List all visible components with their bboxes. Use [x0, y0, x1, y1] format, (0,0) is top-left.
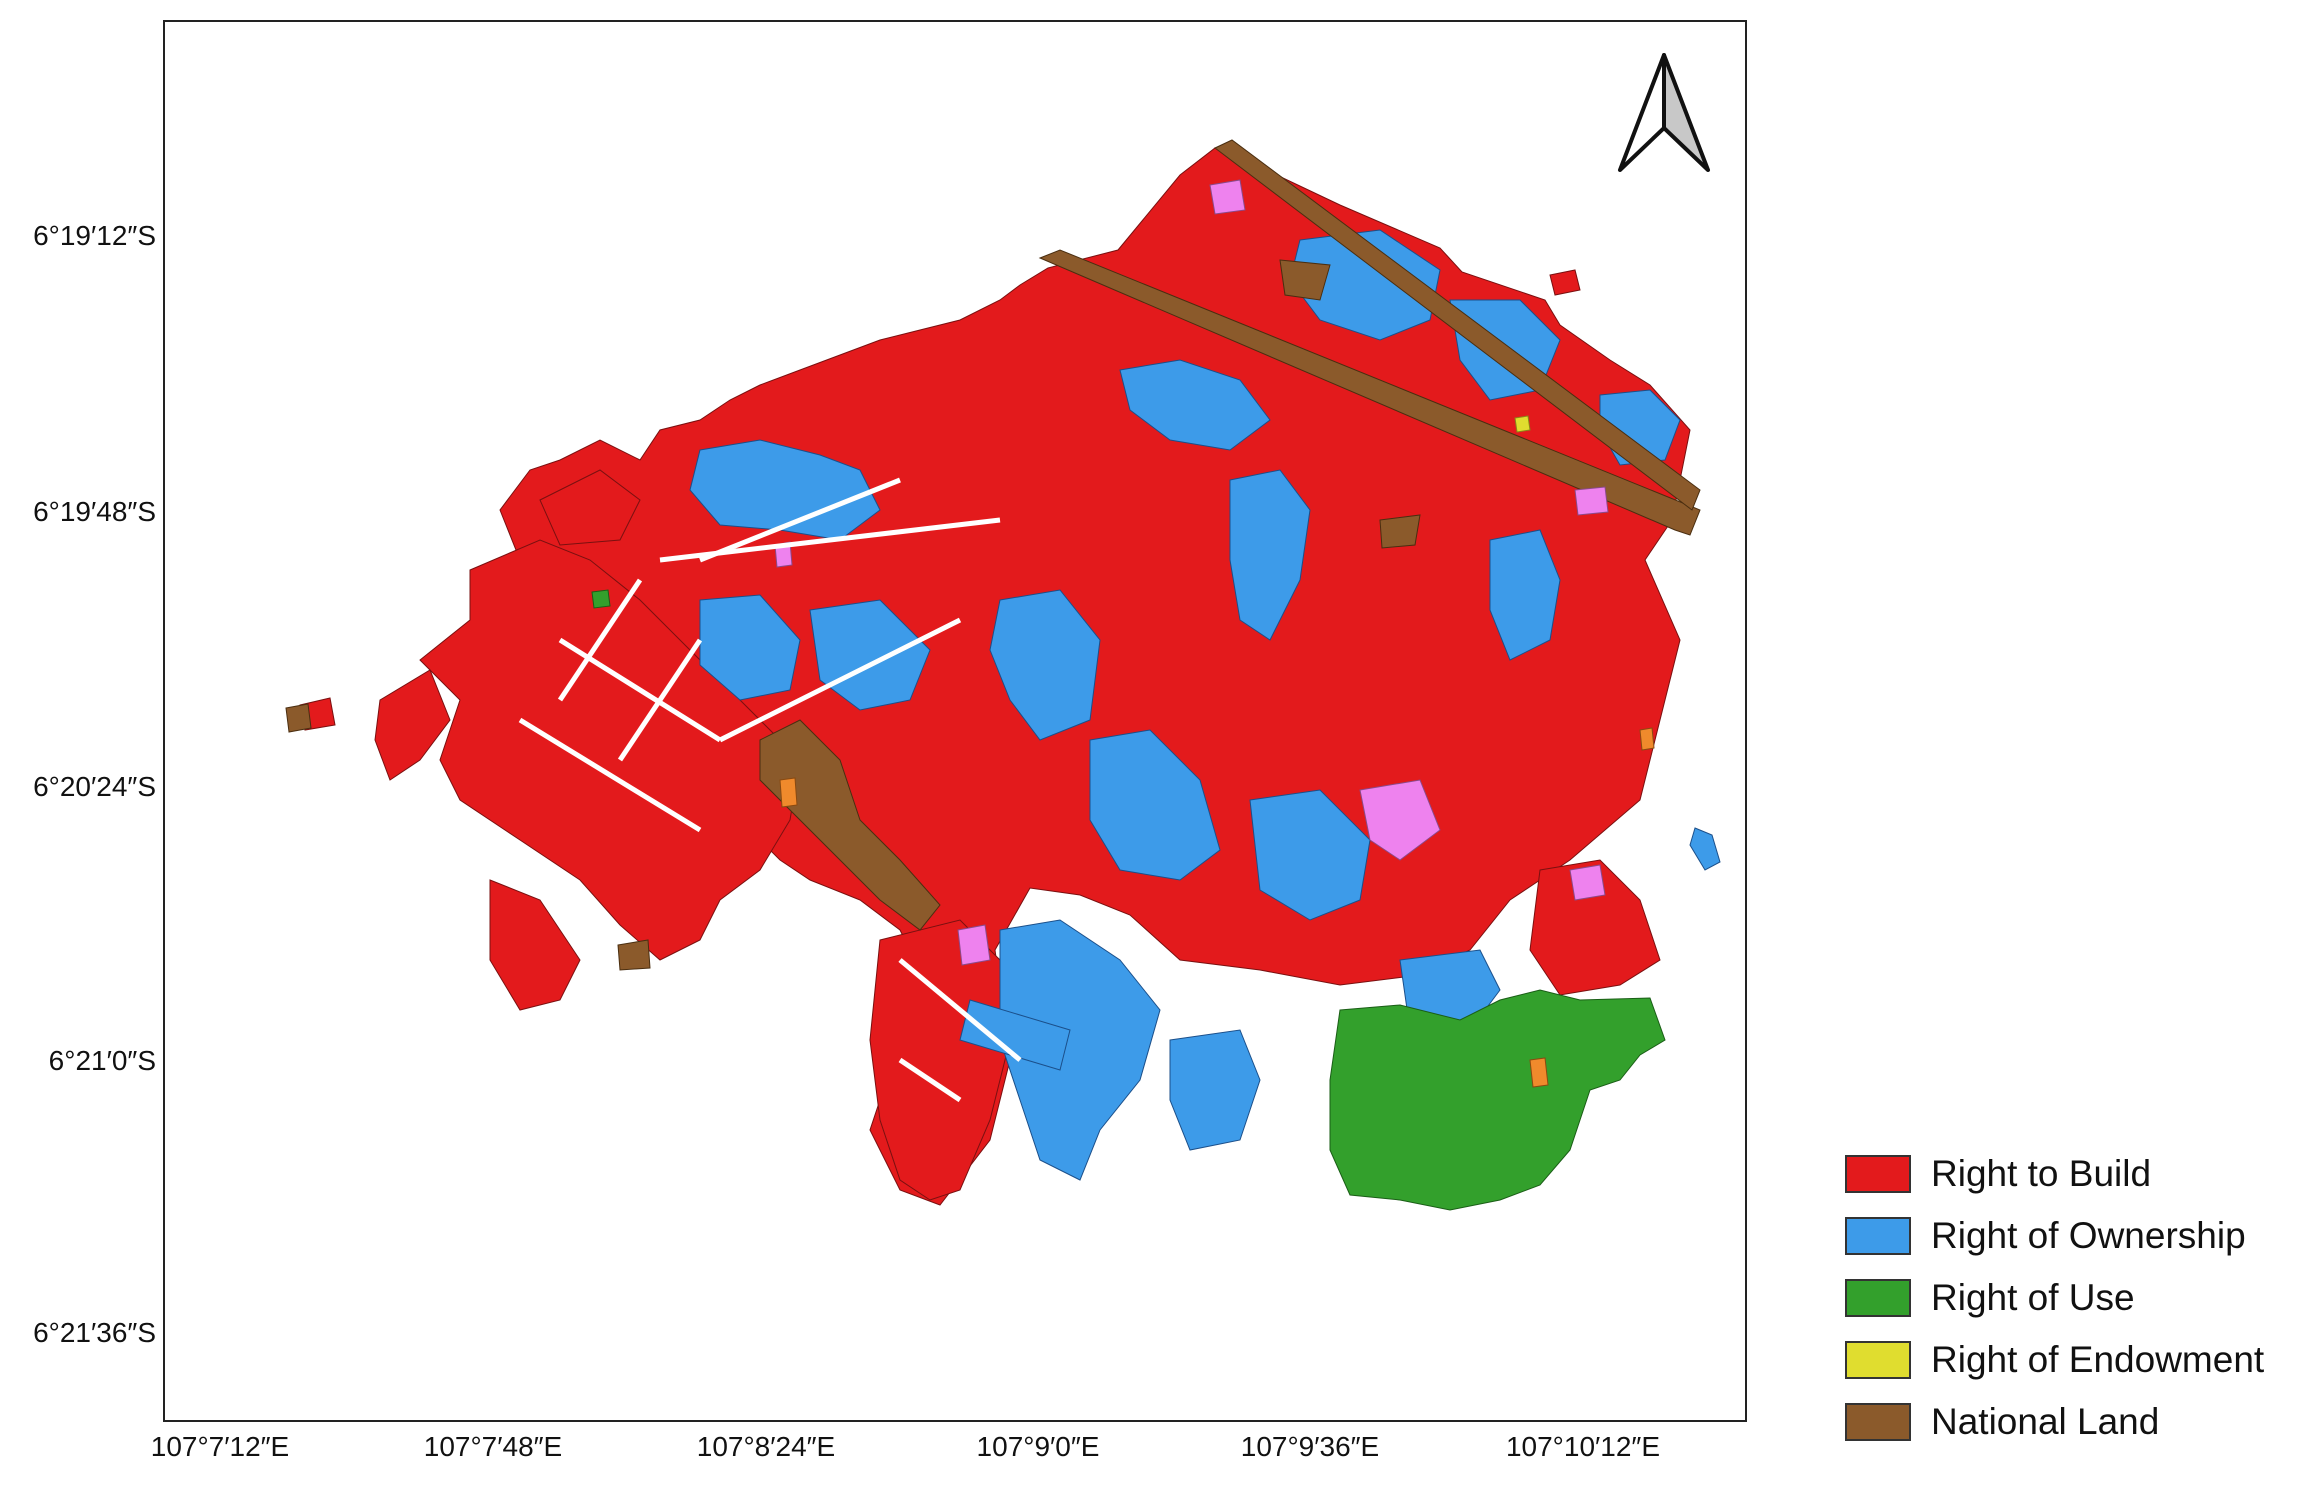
- legend-swatch-right-of-ownership: [1845, 1217, 1911, 1255]
- legend-swatch-right-of-use: [1845, 1279, 1911, 1317]
- other-parcel[interactable]: [1529, 1057, 1549, 1088]
- longitude-label: 107°10′12″E: [1505, 1431, 1661, 1462]
- legend-swatch-right-to-build: [1845, 1155, 1911, 1193]
- longitude-label: 107°7′12″E: [150, 1431, 290, 1462]
- legend-label: Right of Use: [1931, 1277, 2135, 1318]
- street-lines: [518, 477, 1022, 1103]
- longitude-label: 107°9′36″E: [1240, 1431, 1380, 1462]
- legend-swatch-national-land: [1845, 1403, 1911, 1441]
- legend-item: Right of Use: [1845, 1267, 2264, 1329]
- right-of-ownership-area[interactable]: [1249, 789, 1371, 921]
- latitude-label: 6°19′12″S: [33, 220, 156, 251]
- north-arrow-icon: [1618, 53, 1710, 172]
- right-to-build-parcel[interactable]: [539, 469, 641, 546]
- legend-label: Right of Ownership: [1931, 1215, 2246, 1256]
- national-land-road[interactable]: [1038, 249, 1701, 536]
- national-land-road[interactable]: [1214, 139, 1701, 511]
- latitude-label: 6°21′0″S: [48, 1045, 156, 1076]
- right-of-ownership-area[interactable]: [1229, 469, 1311, 641]
- other-parcel[interactable]: [957, 924, 991, 966]
- legend-label: National Land: [1931, 1401, 2160, 1442]
- map-legend: Right to Build Right of Ownership Right …: [1845, 1143, 2264, 1453]
- right-of-ownership-area[interactable]: [1119, 359, 1271, 451]
- right-of-use-parcel[interactable]: [591, 589, 611, 609]
- right-of-ownership-area[interactable]: [999, 919, 1161, 1181]
- legend-label: Right of Endowment: [1931, 1339, 2265, 1380]
- longitude-label: 107°8′24″E: [696, 1431, 836, 1462]
- legend-item: National Land: [1845, 1391, 2264, 1453]
- national-land-parcel[interactable]: [285, 703, 312, 733]
- right-to-build-parcel[interactable]: [374, 669, 451, 781]
- national-land-strip[interactable]: [1279, 259, 1331, 301]
- other-parcel[interactable]: [1574, 486, 1609, 516]
- latitude-label: 6°20′24″S: [33, 771, 156, 802]
- latitude-label: 6°21′36″S: [33, 1317, 156, 1348]
- other-parcel[interactable]: [1359, 779, 1441, 861]
- legend-item: Right to Build: [1845, 1143, 2264, 1205]
- right-of-endowment-parcel[interactable]: [1514, 415, 1531, 433]
- other-parcel[interactable]: [1209, 179, 1246, 215]
- right-of-ownership-area[interactable]: [1489, 529, 1561, 661]
- legend-item: Right of Ownership: [1845, 1205, 2264, 1267]
- latitude-label: 6°19′48″S: [33, 496, 156, 527]
- right-to-build-west[interactable]: [419, 539, 801, 961]
- right-of-ownership-area[interactable]: [959, 999, 1071, 1071]
- other-parcel[interactable]: [1569, 864, 1606, 901]
- right-of-ownership-parcel[interactable]: [1689, 827, 1721, 871]
- right-to-build-parcel[interactable]: [1549, 269, 1581, 296]
- right-of-ownership-area[interactable]: [699, 594, 801, 701]
- right-to-build-parcel[interactable]: [489, 879, 581, 1011]
- longitude-label: 107°7′48″E: [423, 1431, 563, 1462]
- right-of-use-area[interactable]: [1329, 989, 1666, 1211]
- national-land-parcel[interactable]: [617, 939, 651, 971]
- right-of-ownership-area[interactable]: [1169, 1029, 1261, 1151]
- longitude-label: 107°9′0″E: [976, 1431, 1100, 1462]
- other-parcel[interactable]: [1639, 727, 1655, 751]
- legend-item: Right of Endowment: [1845, 1329, 2264, 1391]
- right-of-ownership-area[interactable]: [989, 589, 1101, 741]
- right-of-ownership-area[interactable]: [689, 439, 881, 541]
- right-to-build-parcel[interactable]: [1529, 859, 1661, 996]
- legend-label: Right to Build: [1931, 1153, 2152, 1194]
- right-of-ownership-area[interactable]: [1089, 729, 1221, 881]
- national-land-parcel[interactable]: [1379, 514, 1421, 549]
- legend-swatch-right-of-endowment: [1845, 1341, 1911, 1379]
- other-parcel[interactable]: [779, 777, 798, 808]
